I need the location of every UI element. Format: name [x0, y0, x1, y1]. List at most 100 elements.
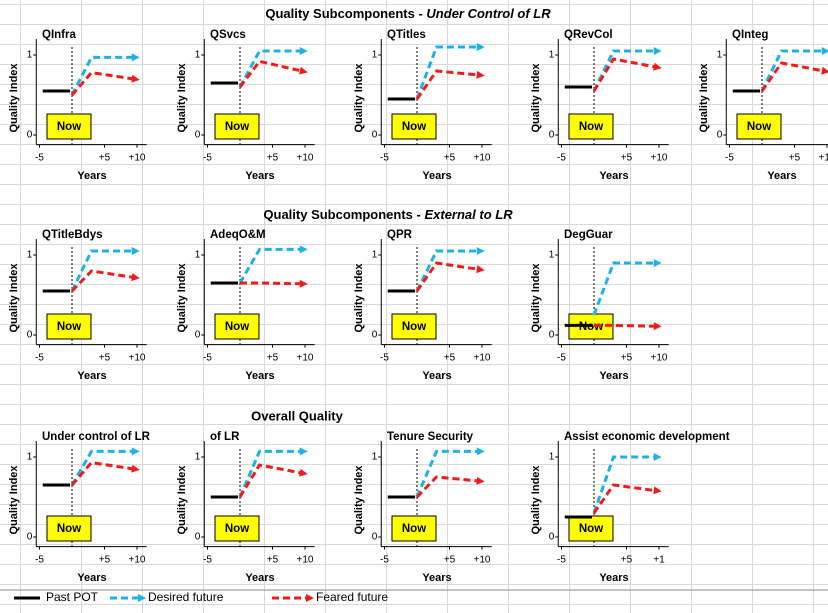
arrow-head [653, 322, 662, 331]
y-tick-label: 0 [372, 532, 378, 543]
arrow-head [299, 279, 308, 288]
x-axis-label: Years [422, 370, 451, 382]
y-axis-label: Quality Index [8, 63, 20, 133]
section-title-text: Quality Subcomponents - [265, 6, 426, 21]
section-title-italic: External to LR [424, 207, 513, 222]
y-tick-label: 1 [372, 250, 378, 261]
x-tick-label: -5 [380, 153, 389, 164]
x-tick-label: -5 [725, 153, 734, 164]
y-tick-label: 1 [372, 50, 378, 61]
x-tick-label: +10 [297, 353, 314, 364]
y-axis-label: Quality Index [530, 465, 542, 535]
series-line [415, 261, 479, 292]
y-tick-label: 0 [27, 130, 33, 141]
arrow-head [476, 247, 485, 255]
arrow-head [476, 43, 485, 51]
annotation: Now [402, 121, 426, 133]
y-axis-label: Quality Index [353, 263, 365, 333]
arrow-head [476, 476, 485, 485]
now-box [46, 113, 92, 140]
x-tick-label: -5 [35, 153, 44, 164]
x-tick-label: +5 [267, 555, 279, 566]
annotation: Now [225, 121, 249, 133]
arrow-head [138, 594, 146, 602]
now-box [391, 313, 437, 340]
now-box [214, 313, 260, 340]
x-tick-label: -5 [380, 555, 389, 566]
y-tick-label: 1 [549, 50, 555, 61]
arrow-head [821, 47, 828, 55]
chart-title: DegGuar [564, 229, 613, 241]
x-tick-label: -5 [557, 555, 566, 566]
now-box [736, 113, 782, 140]
chart-title: QTitles [387, 29, 426, 41]
series-line [592, 49, 656, 92]
chart-title: of LR [210, 431, 240, 443]
arrow-head [131, 447, 140, 456]
annotation: Now [402, 523, 426, 535]
now-box [391, 113, 437, 140]
y-tick-label: 1 [717, 50, 723, 61]
arrow-head [131, 247, 140, 255]
series-line [592, 57, 657, 92]
x-tick-label: -5 [380, 353, 389, 364]
x-tick-label: +5 [99, 353, 111, 364]
x-tick-label: +5 [789, 153, 801, 164]
y-tick-label: 1 [372, 452, 378, 463]
series-line [240, 281, 302, 286]
x-axis-label: Years [767, 170, 796, 182]
section-title: Overall Quality [251, 408, 344, 423]
y-tick-label: 1 [27, 250, 33, 261]
series-line [70, 70, 134, 96]
annotation: Now [225, 523, 249, 535]
y-tick-label: 1 [27, 452, 33, 463]
y-tick-label: 1 [27, 50, 33, 61]
x-axis-label: Years [245, 572, 274, 584]
arrow-head [653, 47, 662, 55]
chart-title: QTitleBdys [42, 229, 103, 241]
chart-title: Assist economic development [564, 431, 730, 443]
x-tick-label: -5 [203, 353, 212, 364]
arrow-head [476, 265, 485, 274]
x-tick-label: +10 [474, 555, 491, 566]
y-tick-label: 0 [549, 532, 555, 543]
y-tick-label: 1 [195, 250, 201, 261]
x-tick-label: +5 [267, 353, 279, 364]
x-tick-label: +10 [651, 153, 668, 164]
series-line [70, 460, 134, 486]
chart-title: Under control of LR [42, 431, 151, 443]
arrow-head [476, 447, 485, 456]
x-tick-label: +10 [297, 555, 314, 566]
now-box [568, 113, 614, 140]
series-line [760, 49, 824, 92]
y-tick-label: 0 [195, 130, 201, 141]
annotation: Now [57, 121, 81, 133]
y-axis-label: Quality Index [176, 263, 188, 333]
series-line [238, 247, 302, 284]
x-tick-label: +5 [267, 153, 279, 164]
x-tick-label: -5 [557, 153, 566, 164]
x-tick-label: +10 [651, 353, 668, 364]
x-tick-label: +5 [621, 555, 633, 566]
arrow-head [131, 74, 140, 83]
section-title: Quality Subcomponents - External to LR [263, 207, 513, 222]
arrow-head [653, 486, 662, 495]
y-tick-label: 1 [549, 452, 555, 463]
chart-title: QSvcs [210, 29, 246, 41]
x-axis-label: Years [599, 572, 628, 584]
x-tick-label: +10 [129, 153, 146, 164]
x-tick-label: +10 [474, 353, 491, 364]
series-line [238, 449, 302, 498]
y-axis-label: Quality Index [176, 465, 188, 535]
y-axis-label: Quality Index [176, 63, 188, 133]
series-line [592, 483, 656, 514]
y-tick-label: 1 [195, 50, 201, 61]
annotation: Now [579, 121, 603, 133]
x-tick-label: -5 [35, 555, 44, 566]
x-tick-label: +5 [444, 353, 456, 364]
x-tick-label: +10 [297, 153, 314, 164]
now-box [214, 113, 260, 140]
arrow-head [131, 464, 140, 473]
x-tick-label: -5 [203, 555, 212, 566]
